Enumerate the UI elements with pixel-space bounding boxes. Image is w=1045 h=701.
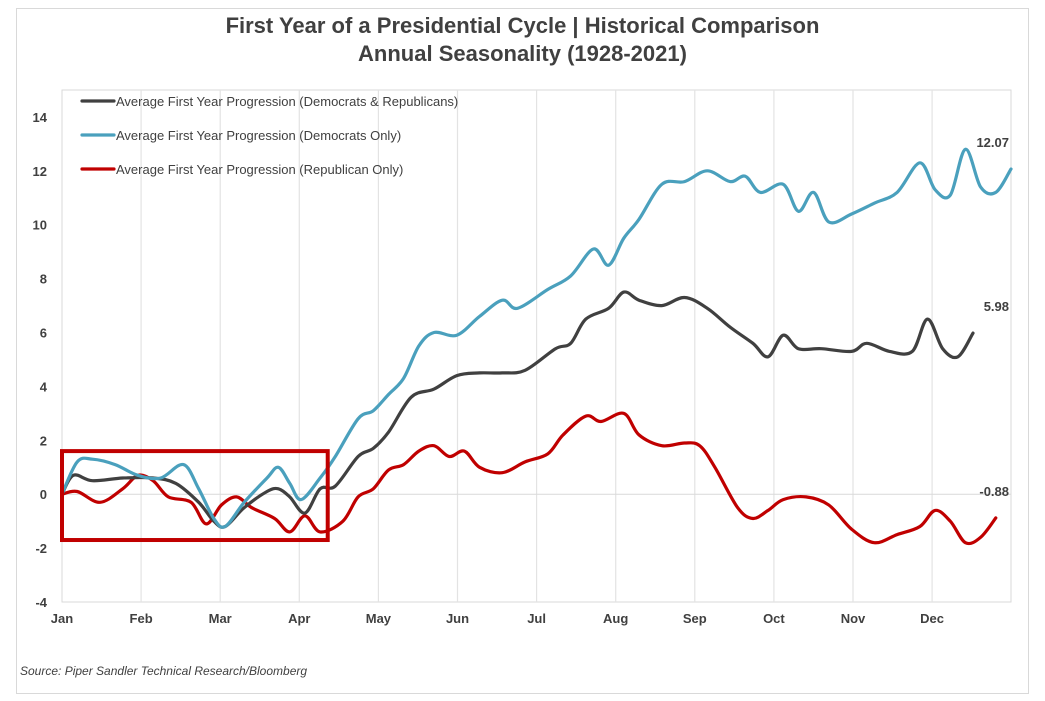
- end-value-label-2: -0.88: [979, 484, 1009, 499]
- x-tick-label-sep: Sep: [683, 611, 707, 626]
- legend-entry-0: Average First Year Progression (Democrat…: [116, 94, 458, 109]
- x-tick-label-jan: Jan: [51, 611, 73, 626]
- y-tick-label: 14: [33, 110, 48, 125]
- chart-frame: [16, 8, 1029, 694]
- chart-title-block: First Year of a Presidential Cycle | His…: [0, 12, 1045, 68]
- y-tick-label: -2: [35, 541, 47, 556]
- end-value-label-1: 12.07: [976, 135, 1009, 150]
- y-tick-label: 10: [33, 218, 47, 233]
- y-tick-label: 6: [40, 326, 47, 341]
- source-note: Source: Piper Sandler Technical Research…: [20, 664, 308, 678]
- y-tick-label: 8: [40, 272, 47, 287]
- end-value-label-0: 5.98: [984, 299, 1009, 314]
- x-tick-label-apr: Apr: [288, 611, 310, 626]
- y-tick-label: -4: [35, 595, 47, 610]
- x-tick-label-dec: Dec: [920, 611, 944, 626]
- x-tick-label-nov: Nov: [841, 611, 866, 626]
- series-line-2: [60, 411, 998, 546]
- y-tick-label: 0: [40, 487, 47, 502]
- legend-entry-1: Average First Year Progression (Democrat…: [116, 128, 401, 143]
- x-tick-label-aug: Aug: [603, 611, 628, 626]
- highlight-box: [60, 449, 330, 543]
- series-line-1: [60, 147, 1013, 529]
- x-tick-label-jul: Jul: [527, 611, 546, 626]
- x-tick-label-oct: Oct: [763, 611, 785, 626]
- x-tick-label-jun: Jun: [446, 611, 469, 626]
- chart-title: First Year of a Presidential Cycle | His…: [225, 13, 820, 38]
- chart-subtitle: Annual Seasonality (1928-2021): [358, 41, 687, 66]
- x-tick-label-mar: Mar: [209, 611, 232, 626]
- legend-entry-2: Average First Year Progression (Republic…: [116, 162, 403, 177]
- x-tick-label-may: May: [366, 611, 392, 626]
- x-tick-label-feb: Feb: [130, 611, 153, 626]
- y-tick-label: 4: [40, 379, 48, 394]
- y-tick-label: 2: [40, 433, 47, 448]
- y-tick-label: 12: [33, 164, 47, 179]
